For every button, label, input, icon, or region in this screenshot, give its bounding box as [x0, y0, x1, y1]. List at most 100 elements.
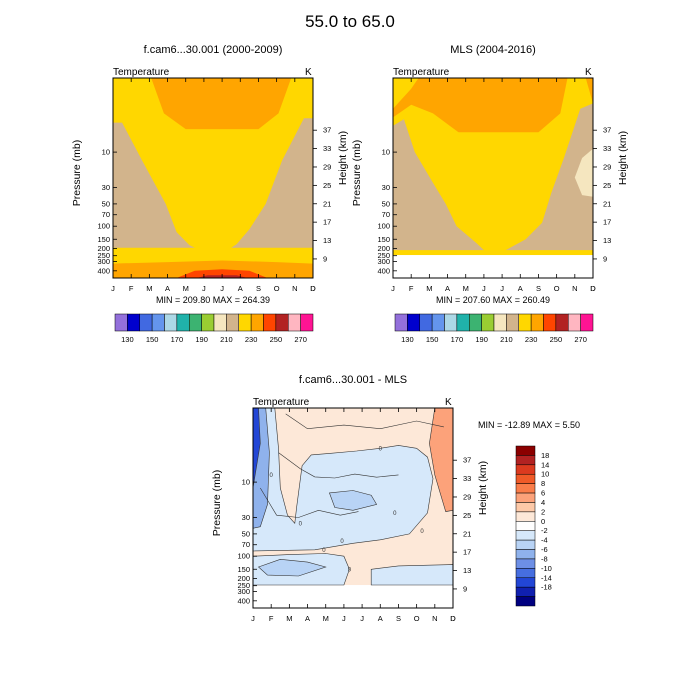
height-tick-label: 25: [323, 181, 331, 190]
x-tick-label: M: [183, 284, 189, 293]
height-tick-label: 21: [463, 529, 471, 538]
colorbar-box: [151, 313, 165, 332]
x-tick-label: M: [286, 614, 292, 623]
colorbar-label: -10: [541, 564, 552, 573]
height-tick-label: 17: [603, 218, 611, 227]
contour-region-4: [328, 490, 378, 511]
height-axis-label: Height (km): [617, 131, 629, 185]
contour-region-3: [370, 564, 453, 586]
colorbar-box: [515, 568, 536, 579]
left-string: Temperature: [253, 397, 310, 408]
contour-label-7: 0: [299, 521, 303, 527]
colorbar-box: [275, 313, 289, 332]
left-string: Temperature: [393, 67, 450, 78]
y-tick-label: 250: [237, 581, 250, 590]
panel-title: MLS (2004-2016): [450, 44, 536, 56]
y-tick-label: 100: [377, 222, 390, 231]
x-tick-label: M: [426, 284, 432, 293]
x-tick-label: D: [310, 284, 316, 293]
figure-title: 55.0 to 65.0: [305, 12, 395, 31]
colorbar-label: 18: [541, 451, 549, 460]
colorbar-box: [250, 313, 264, 332]
colorbar-box: [139, 313, 153, 332]
colorbar-label: 4: [541, 498, 545, 507]
height-tick-label: 33: [463, 474, 471, 483]
height-tick-label: 29: [323, 162, 331, 171]
x-tick-label: D: [450, 614, 456, 623]
x-tick-label: A: [378, 614, 383, 623]
height-axis-label: Height (km): [477, 461, 489, 515]
y-tick-label: 250: [377, 251, 390, 260]
contour-region-3: [585, 78, 593, 104]
y-tick-label: 200: [377, 244, 390, 253]
height-tick-label: 21: [603, 199, 611, 208]
colorbar-box: [226, 313, 239, 332]
y-axis-label: Pressure (mb): [211, 470, 223, 537]
colorbar-label: 14: [541, 460, 549, 469]
colorbar-box: [515, 521, 536, 531]
y-tick-label: 300: [377, 257, 390, 266]
panel-title: f.cam6...30.001 (2000-2009): [144, 44, 283, 56]
colorbar-box: [515, 511, 536, 522]
x-tick-label: D: [590, 284, 596, 293]
colorbar-box: [515, 558, 536, 569]
x-tick-label: J: [500, 284, 504, 293]
height-tick-label: 9: [463, 584, 467, 593]
colorbar-box: [444, 313, 458, 332]
y-tick-label: 50: [102, 199, 110, 208]
colorbar-box: [515, 586, 536, 597]
x-tick-label: J: [202, 284, 206, 293]
x-tick-label: J: [251, 614, 255, 623]
colorbar-box: [515, 464, 536, 475]
colorbar-box: [481, 313, 495, 332]
colorbar-label: 0: [541, 517, 545, 526]
colorbar-label: 150: [426, 335, 439, 344]
colorbar-label: -4: [541, 536, 548, 545]
colorbar-box: [568, 313, 581, 332]
x-tick-label: O: [274, 284, 280, 293]
y-tick-label: 150: [97, 235, 110, 244]
right-string: K: [585, 67, 592, 78]
contour-label-5: 0: [420, 529, 424, 535]
x-tick-label: F: [409, 284, 414, 293]
colorbar-label: 230: [245, 335, 258, 344]
contour-label-4: 0: [340, 539, 344, 545]
colorbar-box: [201, 313, 215, 332]
height-tick-label: 33: [603, 144, 611, 153]
contour-region-3: [151, 78, 292, 130]
y-tick-label: 30: [382, 183, 390, 192]
y-tick-label: 70: [242, 540, 250, 549]
min-max-stats: MIN = -12.89 MAX = 5.50: [478, 420, 580, 430]
contour-region-4: [393, 119, 484, 251]
x-tick-label: D: [590, 284, 596, 293]
x-tick-label: N: [432, 614, 437, 623]
colorbar-box: [394, 313, 408, 332]
colorbar-box: [515, 549, 536, 560]
y-tick-label: 70: [382, 210, 390, 219]
y-axis-label: Pressure (mb): [351, 140, 363, 207]
colorbar-label: 270: [574, 335, 587, 344]
colorbar-box: [515, 445, 536, 456]
colorbar-box: [515, 502, 536, 513]
x-tick-label: A: [305, 614, 310, 623]
height-tick-label: 9: [603, 254, 607, 263]
height-axis-label: Height (km): [337, 131, 349, 185]
plot-frame: [252, 407, 454, 609]
colorbar-box: [300, 313, 314, 332]
y-tick-label: 10: [102, 148, 110, 157]
plot-area: [393, 78, 593, 256]
plot-area: 0 0 0 0 0 0 0 0: [253, 408, 453, 586]
contour-region-7: [113, 122, 195, 248]
y-tick-label: 300: [97, 257, 110, 266]
contour-label-1: 0: [322, 548, 326, 554]
contour-region-5: [257, 558, 327, 577]
x-tick-label: M: [323, 614, 329, 623]
x-tick-label: O: [554, 284, 560, 293]
x-tick-label: J: [391, 284, 395, 293]
colorbar-label: 170: [171, 335, 184, 344]
x-tick-label: J: [482, 284, 486, 293]
contour-region-0: [429, 408, 453, 512]
x-tick-label: O: [414, 614, 420, 623]
height-tick-label: 29: [603, 162, 611, 171]
